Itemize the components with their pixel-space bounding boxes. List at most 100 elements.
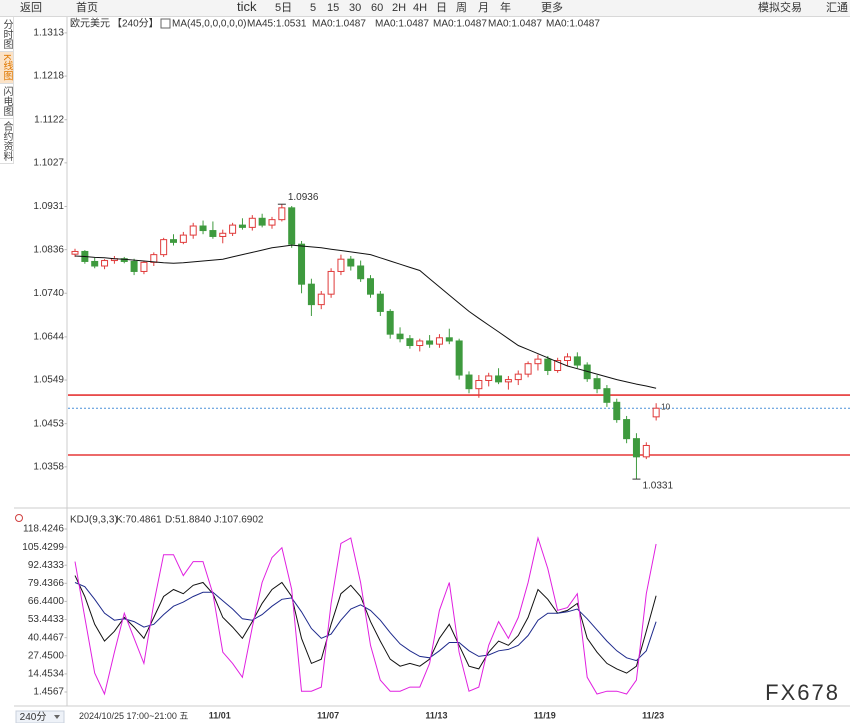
candle-body [426, 340, 434, 345]
candle-body [613, 401, 621, 421]
candle-body [367, 278, 374, 295]
indicator: MA(45,0,0,0,0,0) [172, 19, 246, 30]
candle-body [623, 419, 631, 440]
candle-body [455, 340, 463, 376]
ma-line [74, 244, 657, 389]
y-tick-label: 1.0644 [33, 332, 64, 343]
y-tick-label: 1.0740 [33, 288, 64, 299]
y-tick-label: 53.4433 [28, 614, 65, 625]
y-tick-label: 1.1218 [33, 71, 64, 82]
toolbar-item[interactable]: 年 [500, 2, 511, 14]
candle-body [534, 358, 542, 365]
toolbar-item[interactable]: 月 [478, 2, 489, 14]
candle-body [357, 265, 365, 280]
candle-body [268, 219, 276, 226]
candle-body [347, 258, 355, 267]
candle-body [327, 270, 335, 295]
toolbar-item[interactable]: 更多 [541, 2, 563, 14]
x-tick-label: 11/07 [317, 710, 339, 720]
candle-body [298, 243, 306, 285]
toolbar-item[interactable]: 5 [310, 2, 317, 14]
candle-body [130, 260, 138, 272]
y-tick-label: 27.4500 [28, 650, 65, 661]
cursor-label-box [76, 710, 204, 722]
x-tick-label: 11/19 [534, 710, 556, 720]
y-tick-label: 66.4400 [28, 596, 65, 607]
candle-body [258, 217, 266, 226]
indicator-icon [160, 18, 171, 29]
candle-body [406, 338, 414, 347]
toolbar-item[interactable]: 5日 [275, 2, 293, 14]
candle-body [71, 250, 79, 255]
toolbar-item[interactable]: tick [237, 0, 257, 14]
candle-body [209, 230, 217, 237]
candle-body [170, 239, 177, 243]
legend-item: MA45:1.0531 [247, 19, 307, 30]
toolbar-item[interactable]: 4H [413, 2, 428, 14]
indicator-title: KDJ(9,3,3) [70, 515, 118, 526]
period-selector[interactable]: 240分 [20, 711, 47, 723]
candle-body [150, 254, 158, 263]
y-tick-label: 79.4366 [28, 578, 65, 589]
candle-body [554, 360, 562, 372]
candle-body [101, 260, 109, 267]
toolbar-item[interactable]: 2H [392, 2, 407, 14]
candle-body [564, 356, 571, 362]
candle-body [514, 373, 522, 381]
x-tick-label: 11/23 [642, 710, 664, 720]
period: 【240分】 [112, 18, 159, 30]
sidebar-tab[interactable]: 闪电图 [0, 84, 13, 119]
candle-body [219, 232, 227, 237]
legend-item: MA0:1.0487 [375, 19, 429, 30]
candle-body [376, 293, 384, 312]
y-tick-label: 1.0549 [33, 375, 64, 386]
indicator-line [74, 582, 657, 662]
toolbar-item[interactable]: 周 [456, 2, 467, 14]
sidebar-tab[interactable]: K线图 [0, 52, 13, 84]
high-label: 1.0936 [288, 192, 319, 203]
toolbar-item[interactable]: 60 [371, 2, 384, 14]
toolbar-item[interactable]: 首页 [76, 2, 98, 14]
candle-body [573, 356, 581, 366]
candle-body [524, 363, 532, 375]
candle-body [140, 261, 148, 272]
candle-body [317, 293, 325, 306]
toolbar-item[interactable]: 返回 [20, 2, 42, 14]
candle-body [238, 224, 246, 228]
y-tick-label: 1.0836 [33, 244, 64, 255]
candle-body [435, 337, 443, 345]
candle-body [179, 234, 187, 243]
candle-body [229, 224, 237, 234]
toolbar-item[interactable]: 日 [436, 2, 447, 14]
candle-body [475, 380, 483, 390]
candle-body [495, 375, 503, 383]
period-box[interactable] [15, 710, 65, 723]
y-tick-label: 1.1122 [34, 114, 64, 125]
sidebar: 分时图 K线图 闪电图 合约资料 [0, 17, 14, 164]
legend-item: K:70.4861 [116, 515, 162, 526]
candle-body [189, 225, 197, 236]
candle-body [593, 378, 601, 390]
sidebar-tab[interactable]: 分时图 [0, 17, 13, 52]
toolbar: 返回 首页 tick 5日 5 15 30 60 2H 4H 日周月年 更多 模拟交易 汇通 [0, 0, 850, 17]
candle-body [642, 444, 650, 458]
candle-body [603, 388, 611, 403]
legend-item: D:51.8840 [165, 515, 212, 526]
indicator-line [74, 536, 657, 696]
settings-icon [15, 514, 23, 522]
y-tick-label: 14.4534 [28, 669, 65, 680]
candle-body [544, 358, 552, 372]
candle-body [199, 225, 207, 232]
toolbar-item[interactable]: 15 [327, 2, 340, 14]
toolbar-item[interactable]: 模拟交易 [758, 2, 802, 14]
toolbar-item[interactable]: 30 [349, 2, 362, 14]
candle-body [386, 310, 394, 335]
toolbar-item[interactable]: 汇通 [826, 2, 848, 14]
y-tick-label: 1.4567 [33, 687, 64, 698]
sidebar-tab[interactable]: 合约资料 [0, 119, 13, 164]
y-tick-label: 92.4333 [28, 560, 65, 571]
y-tick-label: 1.1313 [33, 28, 64, 39]
candle-body [445, 337, 453, 342]
